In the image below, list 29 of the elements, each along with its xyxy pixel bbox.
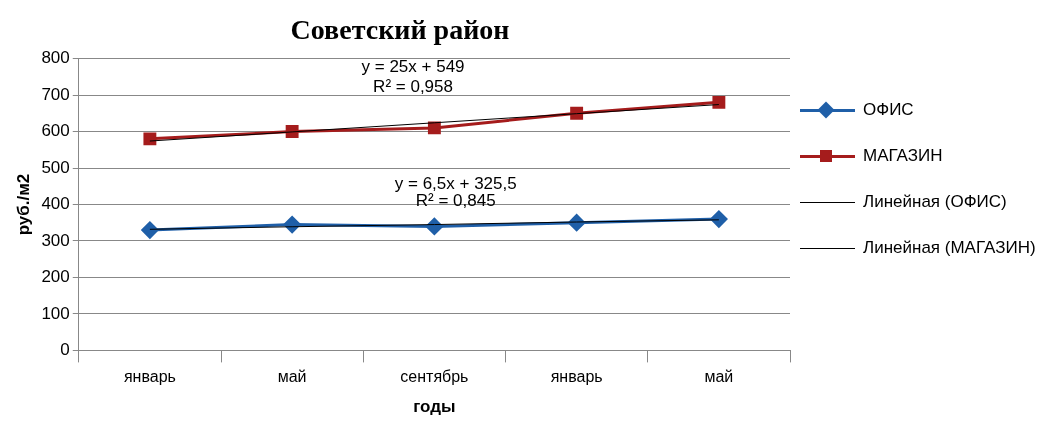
point: [143, 132, 157, 146]
x-tick-label: январь: [123, 368, 176, 386]
y-tick-label: 600: [41, 121, 70, 141]
legend-label: МАГАЗИН: [863, 146, 943, 166]
annotation: R² = 0,958: [373, 77, 453, 97]
legend-label: Линейная (ОФИС): [863, 192, 1007, 212]
y-tick-label: 800: [41, 48, 70, 68]
chart-title: Советский район: [290, 14, 510, 46]
y-tick-label: 0: [60, 340, 70, 360]
legend-label: ОФИС: [863, 100, 914, 120]
y-tick-label: 500: [41, 157, 70, 177]
y-axis-title: руб./м2: [13, 173, 33, 236]
y-tick-label: 400: [41, 194, 70, 214]
annotation: R² = 0,845: [415, 191, 496, 211]
x-tick-label: январь: [550, 368, 603, 386]
y-tick-label: 200: [41, 267, 70, 287]
y-tick-label: 100: [41, 303, 70, 323]
x-axis-title: годы: [413, 397, 456, 417]
y-tick-label: 300: [41, 230, 70, 250]
x-tick-label: сентябрь: [400, 368, 469, 386]
point: [141, 221, 159, 239]
x-tick-label: май: [277, 368, 307, 386]
annotation: y = 25x + 549: [361, 57, 465, 77]
legend-label: Линейная (МАГАЗИН): [863, 238, 1036, 258]
x-tick-label: май: [704, 368, 734, 386]
annotation: y = 6,5x + 325,5: [394, 173, 517, 193]
point: [712, 95, 726, 109]
y-tick-label: 700: [41, 84, 70, 104]
point: [427, 121, 441, 135]
